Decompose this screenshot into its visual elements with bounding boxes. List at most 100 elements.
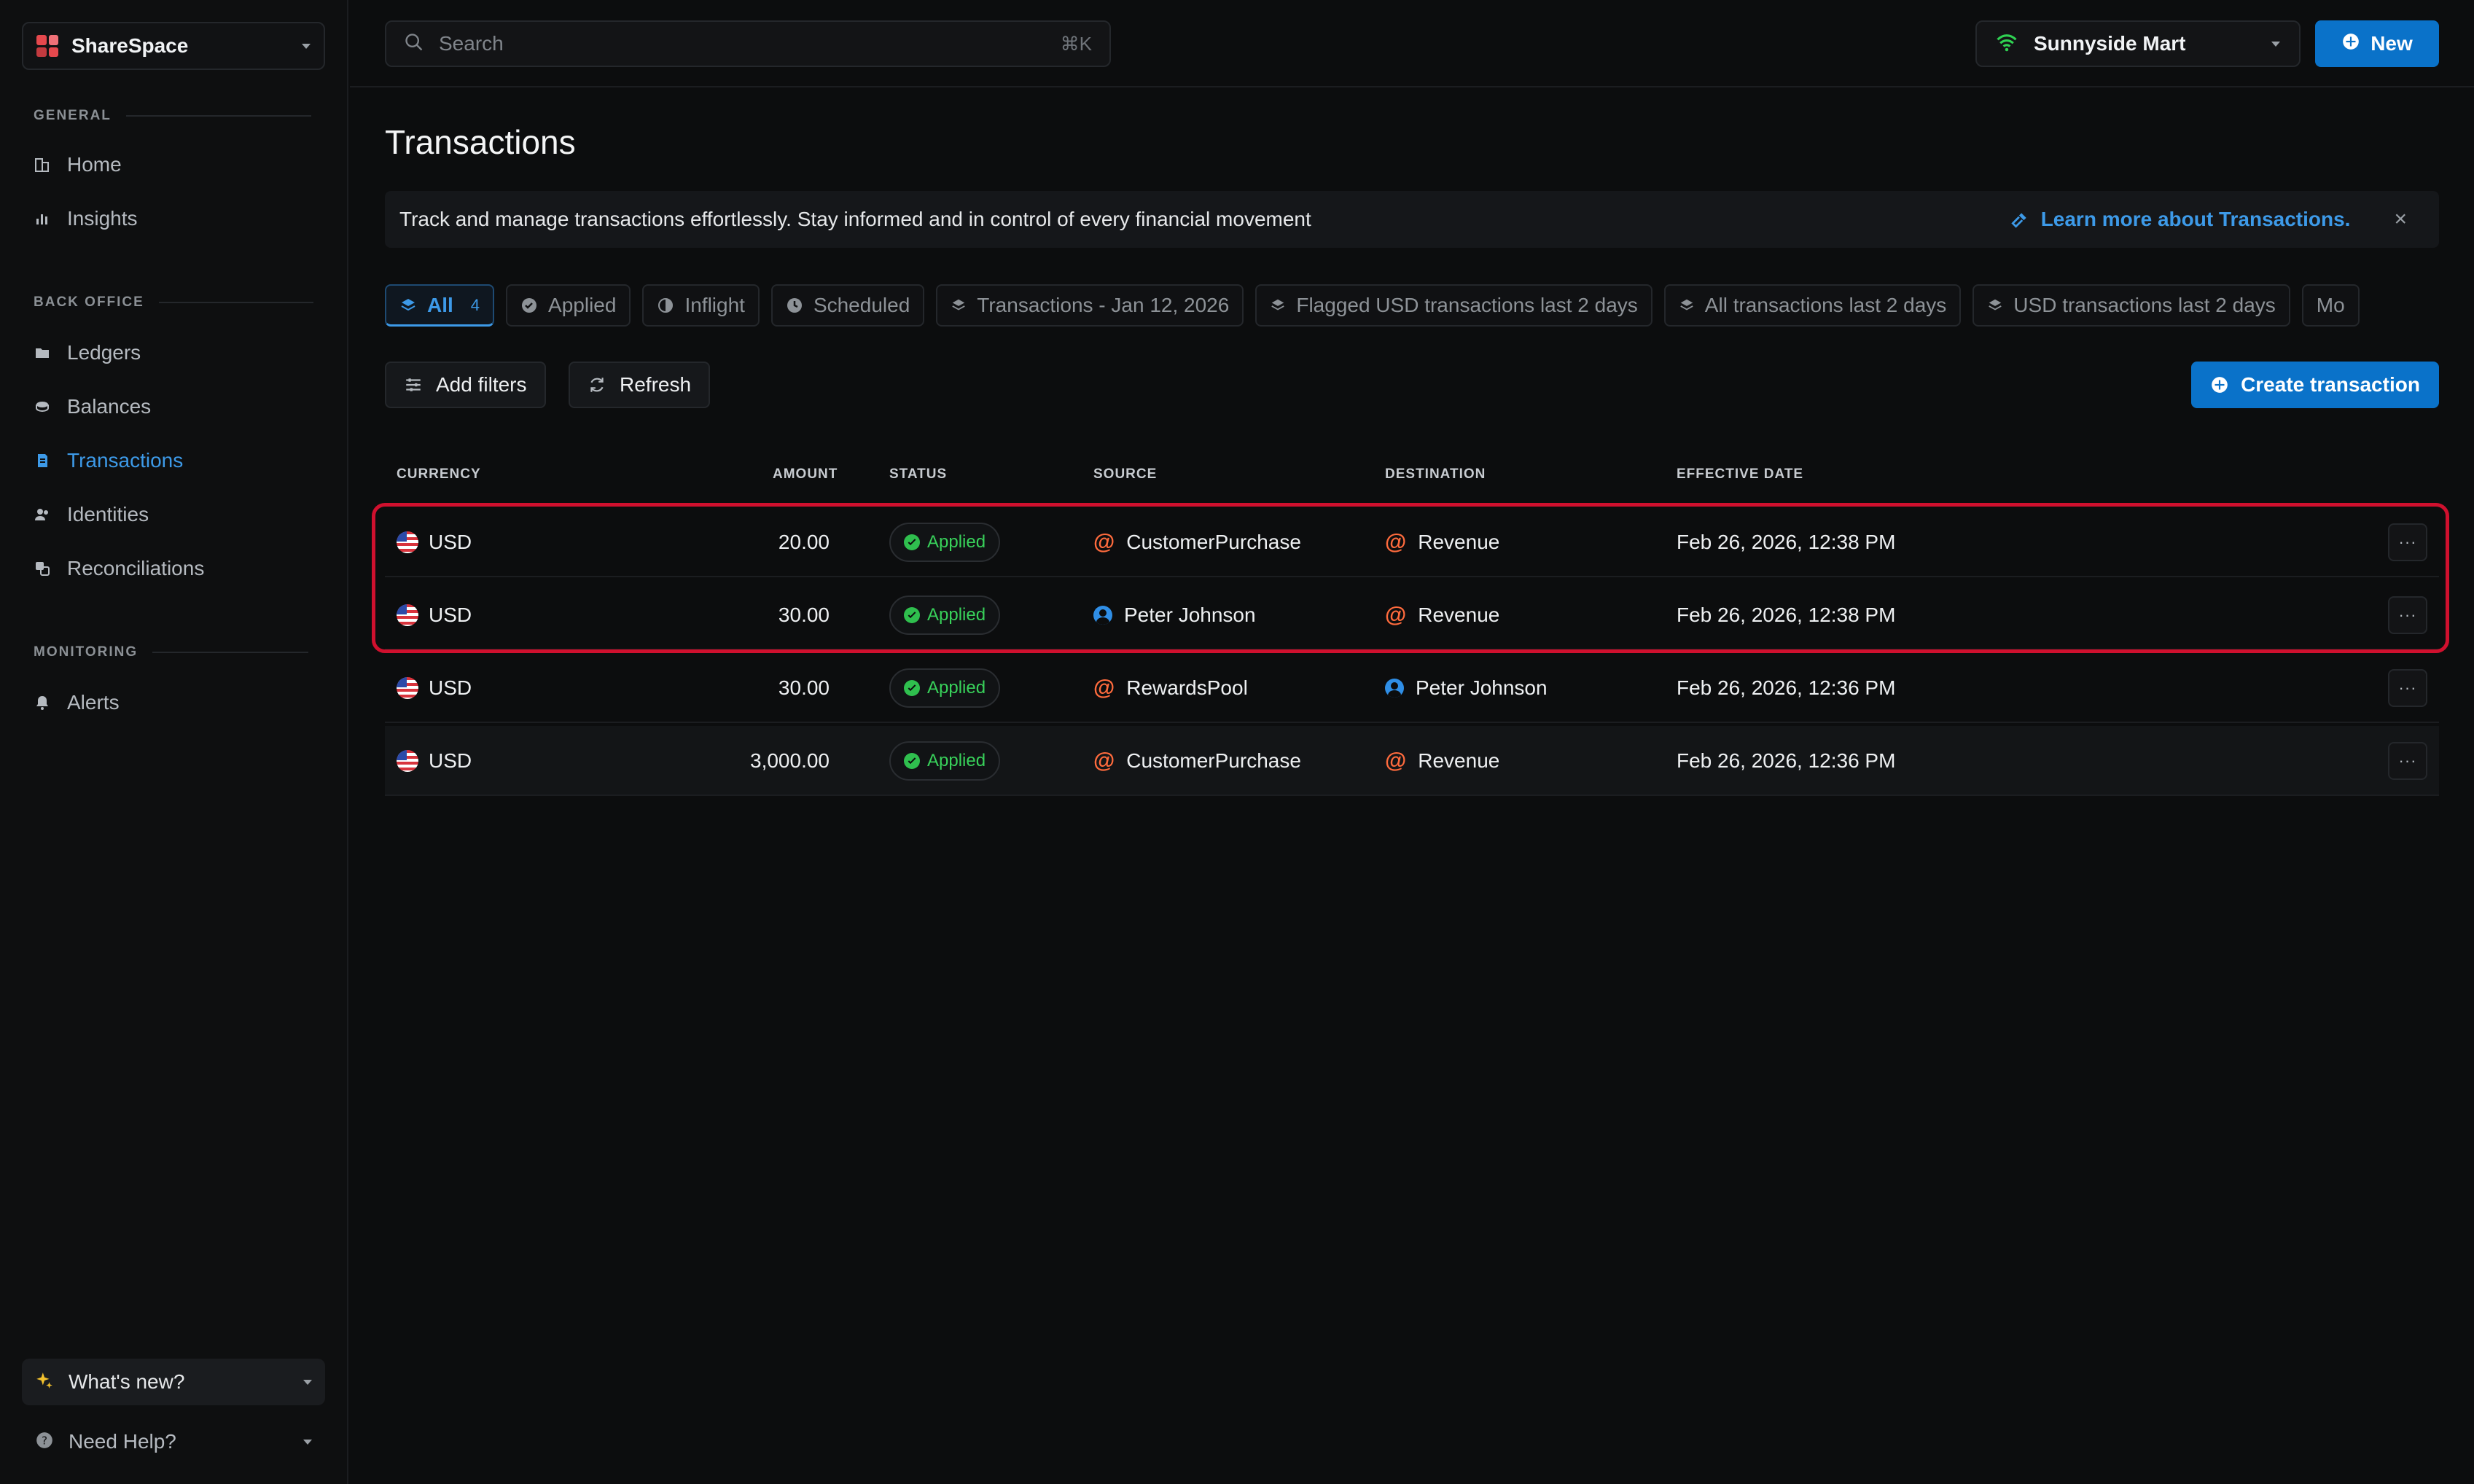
- learn-more-link[interactable]: Learn more about Transactions.: [2010, 208, 2350, 231]
- table-row[interactable]: USD 30.00 Applied @ RewardsPool Peter Joh…: [385, 653, 2439, 723]
- tab-count: 4: [470, 295, 480, 314]
- column-header-status[interactable]: STATUS: [889, 466, 948, 482]
- top-bar: ⌘K Sunnyside Mart New: [350, 0, 2474, 87]
- column-header-amount[interactable]: AMOUNT: [773, 466, 838, 482]
- tab-saved-view[interactable]: All transactions last 2 days: [1663, 284, 1962, 327]
- need-help-button[interactable]: ? Need Help?: [22, 1418, 325, 1465]
- us-flag-icon: [397, 750, 418, 772]
- destination-cell[interactable]: Peter Johnson: [1385, 653, 1548, 723]
- search-input[interactable]: [439, 32, 1061, 55]
- tab-saved-view[interactable]: Flagged USD transactions last 2 days: [1255, 284, 1652, 327]
- row-actions-button[interactable]: ···: [2388, 742, 2427, 780]
- amount-cell: 30.00: [778, 604, 830, 626]
- section-label-general: GENERAL: [34, 108, 311, 124]
- layers-icon: [399, 297, 417, 314]
- table-row[interactable]: USD 3,000.00 Applied @ CustomerPurchase @…: [385, 726, 2439, 796]
- destination-cell[interactable]: @ Revenue: [1385, 749, 1500, 773]
- check-circle-icon: [904, 534, 920, 550]
- create-transaction-button[interactable]: Create transaction: [2191, 362, 2439, 408]
- ledger-at-icon: @: [1093, 749, 1115, 773]
- search-box[interactable]: ⌘K: [385, 20, 1111, 67]
- layers-icon: [1270, 297, 1286, 313]
- row-actions-button[interactable]: ···: [2388, 523, 2427, 561]
- table-row[interactable]: USD 30.00 Applied Peter Johnson @ Revenue…: [385, 580, 2439, 650]
- plus-circle-icon: [2210, 375, 2229, 394]
- column-header-effective-date[interactable]: EFFECTIVE DATE: [1677, 466, 1804, 482]
- amount-cell: 30.00: [778, 676, 830, 699]
- check-circle-icon: [904, 680, 920, 696]
- sidebar-item-reconciliations[interactable]: Reconciliations: [34, 554, 204, 583]
- workspace-logo-icon: [36, 35, 58, 57]
- us-flag-icon: [397, 677, 418, 699]
- row-actions-button[interactable]: ···: [2388, 669, 2427, 707]
- search-icon: [404, 32, 424, 56]
- sidebar-item-balances[interactable]: Balances: [34, 392, 151, 421]
- us-flag-icon: [397, 604, 418, 626]
- table-header: CURRENCY AMOUNT STATUS SOURCE DESTINATIO…: [0, 466, 2474, 484]
- currency-cell: USD: [397, 726, 472, 796]
- workspace-switcher[interactable]: ShareSpace: [22, 22, 325, 70]
- new-button[interactable]: New: [2315, 20, 2439, 67]
- clock-icon: [786, 297, 803, 314]
- tab-inflight[interactable]: Inflight: [642, 284, 760, 327]
- column-header-destination[interactable]: DESTINATION: [1385, 466, 1486, 482]
- banner-text: Track and manage transactions effortless…: [399, 208, 1311, 230]
- effective-date-cell: Feb 26, 2026, 12:36 PM: [1677, 676, 1896, 699]
- close-icon[interactable]: ×: [2394, 207, 2407, 231]
- table-row[interactable]: USD 20.00 Applied @ CustomerPurchase @ Rev…: [385, 507, 2439, 577]
- users-icon: [34, 506, 51, 523]
- destination-cell[interactable]: @ Revenue: [1385, 603, 1500, 627]
- currency-cell: USD: [397, 580, 472, 650]
- status-badge: Applied: [889, 523, 1001, 562]
- sidebar-item-home[interactable]: Home: [34, 150, 122, 179]
- tab-all[interactable]: All 4: [385, 284, 495, 327]
- ledger-at-icon: @: [1385, 603, 1407, 627]
- tab-scheduled[interactable]: Scheduled: [770, 284, 925, 327]
- tab-saved-view[interactable]: USD transactions last 2 days: [1972, 284, 2290, 327]
- sidebar-item-label: Home: [67, 153, 122, 176]
- sidebar-item-transactions[interactable]: Transactions: [34, 446, 183, 475]
- ledger-at-icon: @: [1093, 530, 1115, 554]
- organization-switcher[interactable]: Sunnyside Mart: [1975, 20, 2301, 67]
- sidebar-item-label: Alerts: [67, 691, 120, 714]
- source-cell[interactable]: Peter Johnson: [1093, 580, 1256, 650]
- workspace-name: ShareSpace: [71, 34, 189, 57]
- us-flag-icon: [397, 531, 418, 553]
- status-cell: Applied: [889, 580, 1001, 650]
- sidebar-item-alerts[interactable]: Alerts: [34, 688, 120, 717]
- status-badge: Applied: [889, 668, 1001, 708]
- effective-date-cell: Feb 26, 2026, 12:36 PM: [1677, 749, 1896, 772]
- tools-icon: [2011, 213, 2026, 228]
- source-cell[interactable]: @ RewardsPool: [1093, 676, 1248, 700]
- organization-name: Sunnyside Mart: [2034, 32, 2186, 55]
- sidebar-item-identities[interactable]: Identities: [34, 500, 149, 529]
- sidebar-item-label: Insights: [67, 207, 138, 230]
- add-filters-button[interactable]: Add filters: [385, 362, 546, 408]
- identity-user-icon: [1385, 679, 1404, 698]
- refresh-button[interactable]: Refresh: [569, 362, 711, 408]
- column-header-source[interactable]: SOURCE: [1093, 466, 1158, 482]
- sidebar: ShareSpace GENERAL Home Insights BACK OF…: [0, 0, 348, 1484]
- refresh-icon: [588, 375, 606, 394]
- whats-new-button[interactable]: What's new?: [22, 1359, 325, 1405]
- sidebar-item-insights[interactable]: Insights: [34, 204, 138, 233]
- source-cell[interactable]: @ CustomerPurchase: [1093, 530, 1301, 554]
- tab-applied[interactable]: Applied: [506, 284, 631, 327]
- layers-icon: [1679, 297, 1695, 313]
- tab-saved-view[interactable]: Transactions - Jan 12, 2026: [936, 284, 1244, 327]
- plus-circle-icon: [2341, 32, 2360, 56]
- sidebar-item-ledgers[interactable]: Ledgers: [34, 338, 141, 367]
- effective-date-cell: Feb 26, 2026, 12:38 PM: [1677, 531, 1896, 553]
- sparkle-icon: [35, 1371, 54, 1394]
- source-cell[interactable]: @ CustomerPurchase: [1093, 749, 1301, 773]
- column-header-currency[interactable]: CURRENCY: [397, 466, 481, 482]
- chevron-down-icon: [302, 43, 311, 49]
- tab-more[interactable]: Mo: [2301, 284, 2360, 327]
- destination-cell[interactable]: @ Revenue: [1385, 530, 1500, 554]
- status-badge: Applied: [889, 741, 1001, 781]
- view-tabs: All 4 Applied Inflight Scheduled Transac…: [385, 284, 2439, 328]
- sidebar-item-label: Transactions: [67, 449, 184, 472]
- ledger-at-icon: @: [1093, 676, 1115, 700]
- row-actions-button[interactable]: ···: [2388, 596, 2427, 634]
- section-label-monitoring: MONITORING: [34, 644, 309, 660]
